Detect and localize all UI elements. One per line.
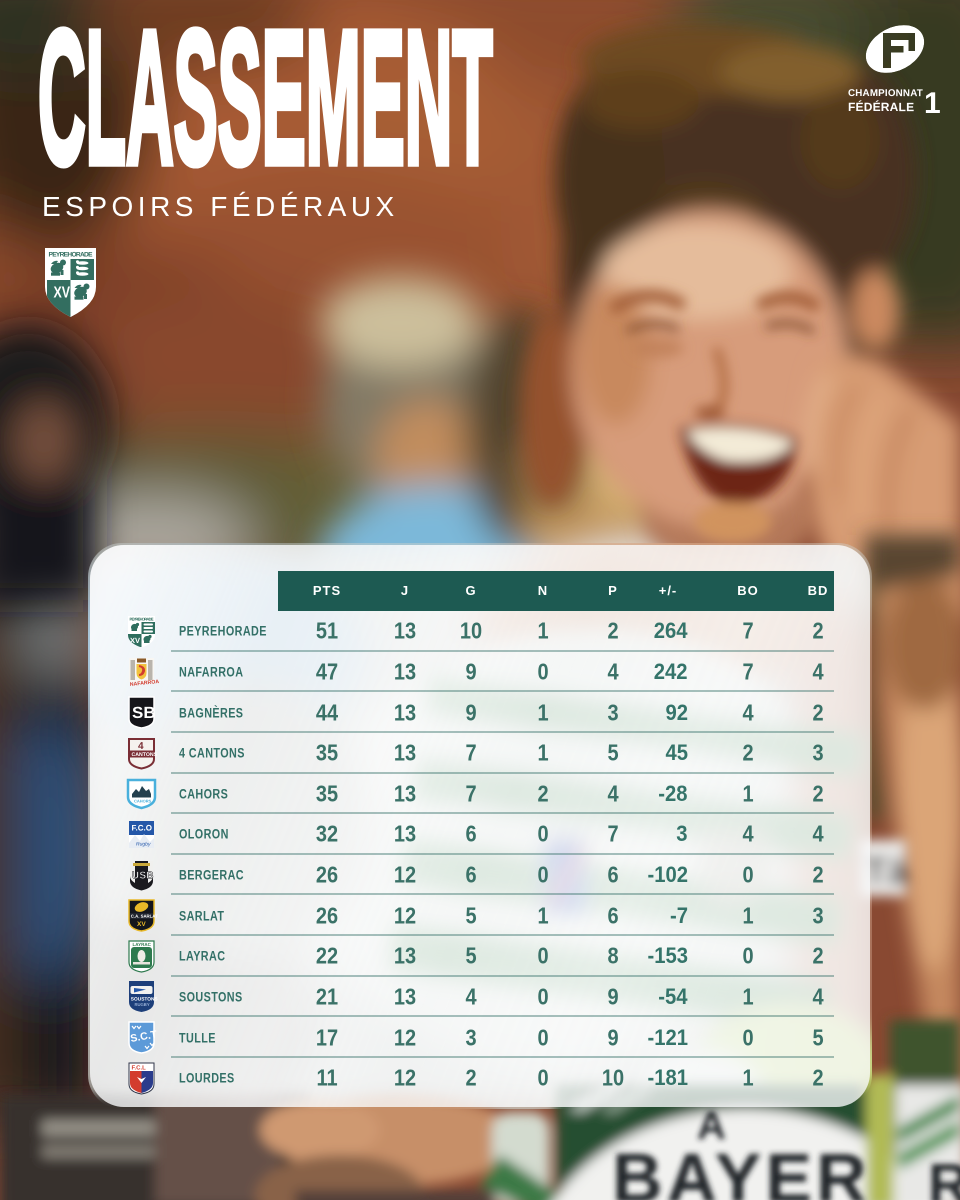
svg-text:1: 1	[924, 87, 941, 118]
svg-text:BAYER: BAYER	[612, 1139, 871, 1200]
svg-text:A: A	[697, 1104, 726, 1148]
svg-text:PEYREHORADE: PEYREHORADE	[48, 251, 93, 258]
svg-text:XV: XV	[53, 284, 70, 302]
svg-text:CHAMPIONNAT: CHAMPIONNAT	[848, 88, 923, 99]
svg-text:Tä: Tä	[864, 851, 909, 893]
svg-text:FÉDÉRALE: FÉDÉRALE	[848, 100, 914, 114]
svg-text:R: R	[928, 1152, 960, 1200]
